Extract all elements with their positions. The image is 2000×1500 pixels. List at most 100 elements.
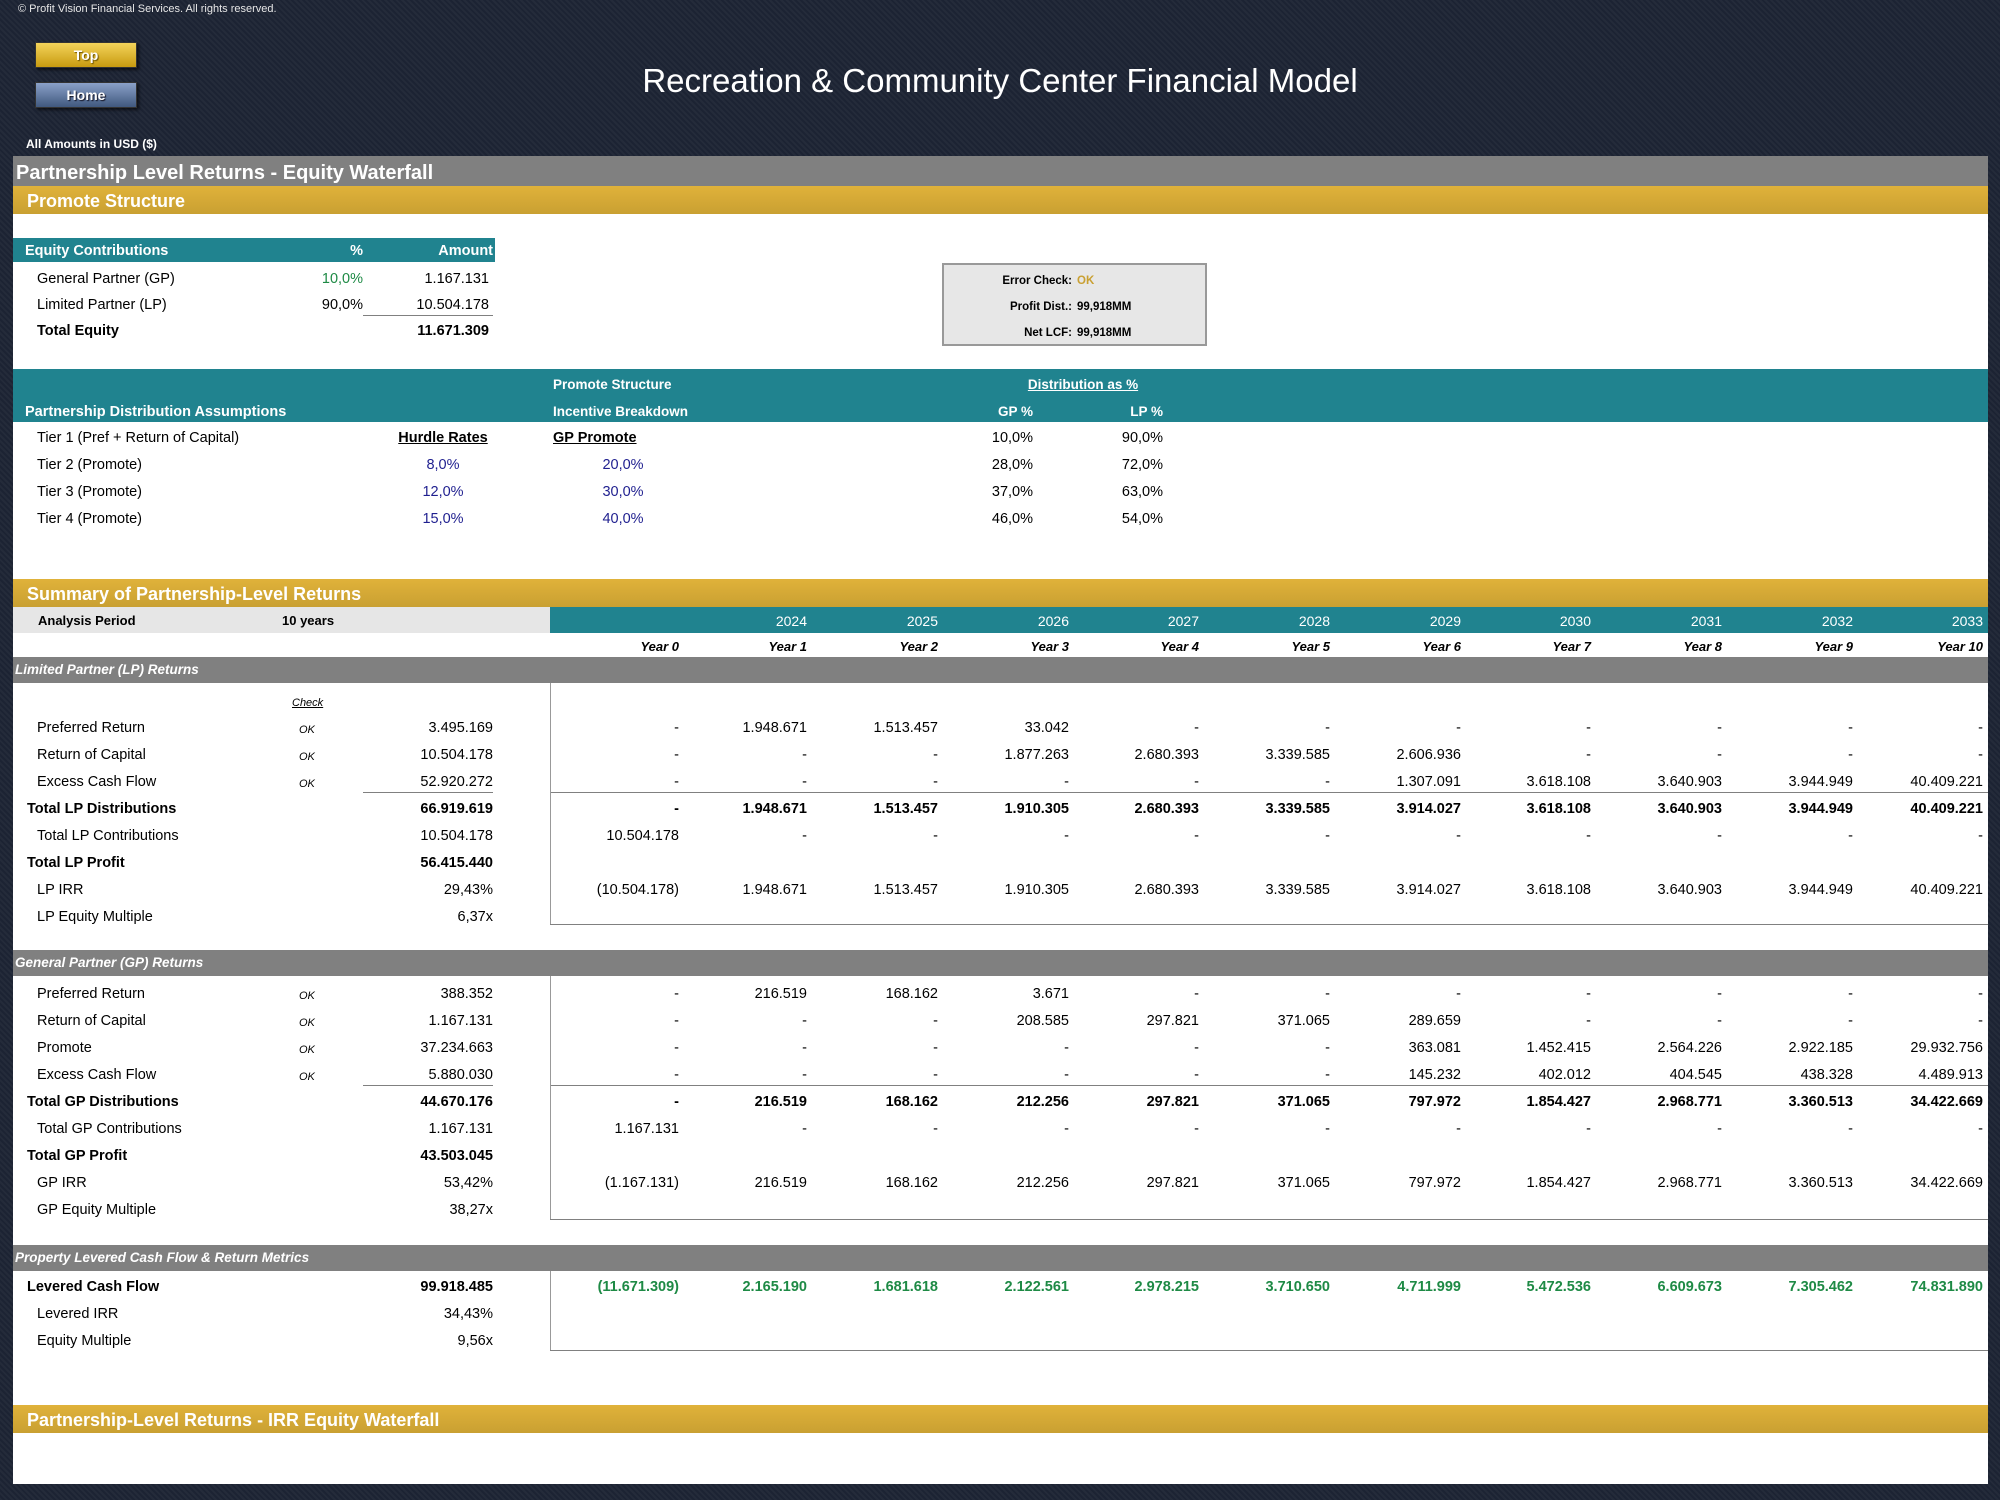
lp-value-cell: - (1586, 747, 1591, 763)
lp-value-cell: - (1194, 828, 1199, 844)
tier-label: Tier 1 (Pref + Return of Capital) (37, 430, 240, 446)
gp-value-cell: 371.065 (1277, 1013, 1330, 1029)
lp-value-cell: 3.914.027 (1396, 801, 1461, 817)
gp-grid-bottom-border (550, 1219, 1988, 1220)
gp-value-cell: - (1978, 986, 1983, 1002)
analysis-period-row (13, 607, 550, 633)
year-header: 2027 (1167, 613, 1199, 629)
gp-value-cell: - (1064, 1040, 1069, 1056)
lp-value-cell: 3.640.903 (1657, 801, 1722, 817)
gp-value-cell: - (1978, 1013, 1983, 1029)
lp-value-cell: 3.944.949 (1788, 801, 1853, 817)
prop-grid-bottom-border (550, 1350, 1988, 1351)
gp-value-cell: 797.972 (1408, 1175, 1461, 1191)
prop-value-cell: 2.978.215 (1134, 1279, 1199, 1295)
gp-value-cell: 1.452.415 (1526, 1040, 1591, 1056)
gp-value-cell: 404.545 (1669, 1067, 1722, 1083)
gp-row-label: Preferred Return (37, 986, 145, 1002)
year-label: Year 5 (1291, 639, 1330, 654)
gp-value-cell: - (1586, 986, 1591, 1002)
lp-value-cell: - (802, 774, 807, 790)
distribution-assumptions-header (13, 369, 1988, 422)
lp-value-cell: 1.948.671 (742, 801, 807, 817)
lp-grid-bottom-border (550, 924, 1988, 925)
equity-row-amount: 11.671.309 (417, 323, 489, 339)
gp-value-cell: 2.564.226 (1657, 1040, 1722, 1056)
gp-value-cell: 289.659 (1408, 1013, 1461, 1029)
tier-lp-pct: 54,0% (1121, 511, 1163, 527)
section-header-bar (13, 156, 1988, 186)
gp-value-cell: 438.328 (1800, 1067, 1853, 1083)
tier-gp-pct: 46,0% (991, 511, 1033, 527)
gp-value-cell: 2.922.185 (1788, 1040, 1853, 1056)
gp-promote-value: 30,0% (602, 484, 644, 500)
hurdle-rates-header: Hurdle Rates (398, 430, 488, 446)
gp-promote-header: GP Promote (553, 430, 637, 446)
lp-value-cell: 40.409.221 (1910, 801, 1983, 817)
lp-row-label: Total LP Contributions (37, 828, 179, 844)
tier-lp-pct: 72,0% (1121, 457, 1163, 473)
lp-value-cell: 3.618.108 (1526, 801, 1591, 817)
tier-label: Tier 2 (Promote) (37, 457, 143, 473)
lp-value-cell: - (1978, 828, 1983, 844)
equity-header-amount: Amount (438, 243, 493, 259)
gp-value-cell: 371.065 (1277, 1094, 1330, 1110)
gp-value-cell: 797.972 (1408, 1094, 1461, 1110)
tier-label: Tier 3 (Promote) (37, 484, 143, 500)
gp-value-cell: - (802, 1040, 807, 1056)
equity-header-label: Equity Contributions (25, 243, 169, 259)
year-header: 2033 (1951, 613, 1983, 629)
gp-row-total: 388.352 (440, 986, 493, 1002)
gp-row-check: OK (299, 1044, 315, 1056)
lp-value-cell: 2.606.936 (1396, 747, 1461, 763)
gp-value-cell: 371.065 (1277, 1175, 1330, 1191)
equity-row-amount: 1.167.131 (424, 271, 489, 287)
gp-value-cell: - (674, 986, 679, 1002)
worksheet: Partnership Level Returns - Equity Water… (13, 156, 1988, 1484)
prop-value-cell: 2.122.561 (1004, 1279, 1069, 1295)
lp-row-label: Return of Capital (37, 747, 146, 763)
equity-total-rule (363, 315, 493, 316)
lp-row-label: Preferred Return (37, 720, 145, 736)
lp-value-cell: 3.618.108 (1526, 882, 1591, 898)
prop-row-total: 34,43% (443, 1306, 493, 1322)
gp-grid-rule (550, 1085, 1988, 1086)
gp-row-label: Total GP Contributions (37, 1121, 182, 1137)
lp-value-cell: - (1717, 720, 1722, 736)
gp-value-cell: - (1325, 1067, 1330, 1083)
lp-grid-rule (550, 792, 1988, 793)
check-value: OK (1077, 275, 1095, 287)
lp-value-cell: 3.944.949 (1788, 882, 1853, 898)
gp-row-check: OK (299, 1071, 315, 1083)
lp-value-cell: - (802, 747, 807, 763)
tier-lp-pct: 90,0% (1121, 430, 1163, 446)
lp-value-cell: - (1586, 828, 1591, 844)
year-label: Year 1 (768, 639, 807, 654)
hurdle-rate-value: 8,0% (426, 457, 460, 473)
lp-row-label: Excess Cash Flow (37, 774, 157, 790)
gp-row-check: OK (299, 990, 315, 1002)
gp-value-cell: 168.162 (885, 1175, 938, 1191)
gp-value-cell: - (1456, 1121, 1461, 1137)
gp-value-cell: - (674, 1094, 679, 1110)
gp-value-cell: 216.519 (754, 1175, 807, 1191)
lp-value-cell: 40.409.221 (1910, 774, 1983, 790)
lp-value-cell: 1.877.263 (1004, 747, 1069, 763)
year-header: 2028 (1298, 613, 1330, 629)
gp-row-total: 1.167.131 (428, 1121, 493, 1137)
home-button[interactable]: Home (35, 82, 137, 108)
prop-value-cell: (11.671.309) (597, 1279, 679, 1295)
currency-label: All Amounts in USD ($) (26, 137, 157, 151)
top-button[interactable]: Top (35, 42, 137, 68)
tier-gp-pct: 28,0% (991, 457, 1033, 473)
lp-value-cell: - (1978, 720, 1983, 736)
gp-value-cell: 216.519 (754, 986, 807, 1002)
lp-row-total: 6,37x (457, 909, 493, 925)
check-value: 99,918MM (1077, 327, 1132, 339)
prop-grid-left-border (550, 1271, 551, 1350)
year-header: 2025 (906, 613, 938, 629)
section-title: Partnership Level Returns - Equity Water… (16, 162, 434, 184)
lp-value-cell: 3.914.027 (1396, 882, 1461, 898)
prop-value-cell: 5.472.536 (1526, 1279, 1591, 1295)
lp-value-cell: - (1848, 720, 1853, 736)
